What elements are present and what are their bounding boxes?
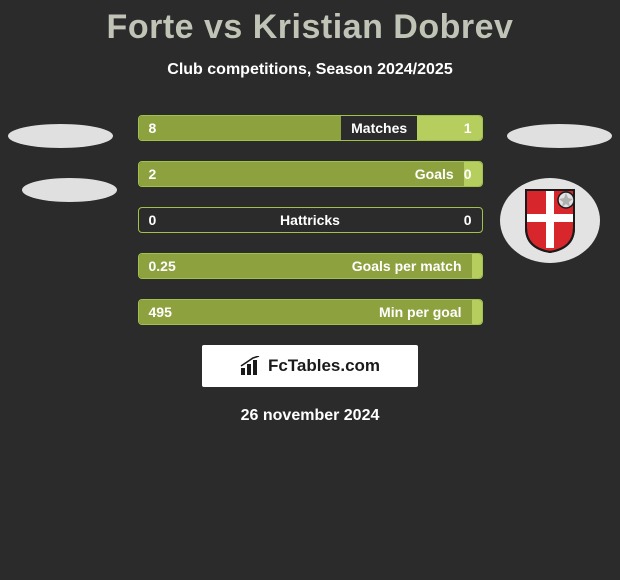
stat-label: Goals xyxy=(405,162,464,186)
page-subtitle: Club competitions, Season 2024/2025 xyxy=(0,61,620,79)
stat-right-value: 1 xyxy=(417,116,481,140)
brand-text: FcTables.com xyxy=(268,356,380,376)
stat-label: Hattricks xyxy=(270,208,350,232)
stat-label-text: Hattricks xyxy=(280,212,340,228)
date-line: 26 november 2024 xyxy=(0,407,620,425)
stat-label-text: Goals per match xyxy=(352,258,462,274)
stat-label-text: Goals xyxy=(415,166,454,182)
stat-label: Goals per match xyxy=(342,254,472,278)
player-right-club-badge xyxy=(500,178,600,263)
stat-row: 2 Goals 0 xyxy=(138,161,483,187)
stat-right-text: 0 xyxy=(464,212,472,228)
stat-left-value: 495 xyxy=(139,300,370,324)
stat-left-text: 0.25 xyxy=(149,258,176,274)
stat-row: 8 Matches 1 xyxy=(138,115,483,141)
stat-left-value: 2 xyxy=(139,162,405,186)
stat-row: 0 Hattricks 0 xyxy=(138,207,483,233)
shield-icon xyxy=(522,188,578,254)
stat-left-text: 0 xyxy=(149,212,157,228)
stat-label: Matches xyxy=(341,116,417,140)
stat-label: Min per goal xyxy=(369,300,471,324)
stat-right-text: 0 xyxy=(464,166,472,182)
stat-row: 0.25 Goals per match xyxy=(138,253,483,279)
stat-right-value xyxy=(472,300,482,324)
page-title: Forte vs Kristian Dobrev xyxy=(0,0,620,47)
player-right-photo-placeholder xyxy=(507,124,612,148)
stat-left-value: 8 xyxy=(139,116,342,140)
stat-right-value: 0 xyxy=(464,162,482,186)
bar-chart-icon xyxy=(240,356,262,376)
stat-right-value: 0 xyxy=(350,208,482,232)
stat-left-text: 2 xyxy=(149,166,157,182)
player-left-photo-placeholder xyxy=(8,124,113,148)
stat-right-value xyxy=(472,254,482,278)
stat-label-text: Matches xyxy=(351,120,407,136)
stat-label-text: Min per goal xyxy=(379,304,461,320)
stat-right-text: 1 xyxy=(464,120,472,136)
stat-left-value: 0.25 xyxy=(139,254,342,278)
player-left-club-placeholder xyxy=(22,178,117,202)
stat-left-text: 495 xyxy=(149,304,172,320)
stat-left-value: 0 xyxy=(139,208,271,232)
brand-badge[interactable]: FcTables.com xyxy=(202,345,418,387)
stat-row: 495 Min per goal xyxy=(138,299,483,325)
stat-left-text: 8 xyxy=(149,120,157,136)
stats-list: 8 Matches 1 2 Goals 0 0 Hattricks 0 0.25 Goals per… xyxy=(138,115,483,325)
